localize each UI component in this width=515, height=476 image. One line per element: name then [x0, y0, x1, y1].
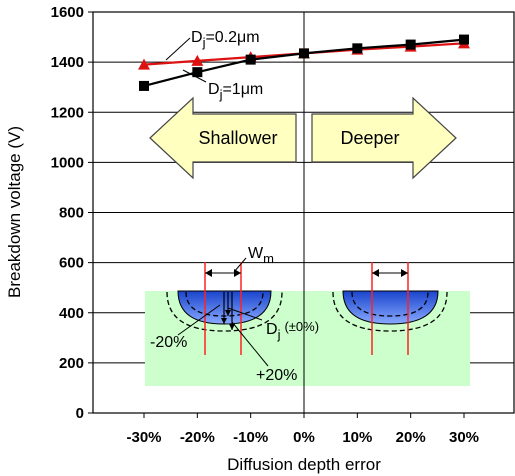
y-tick-label: 800 — [59, 205, 84, 222]
series-point-triangle — [138, 58, 150, 70]
junction-right — [332, 262, 448, 355]
x-axis-title: Diffusion depth error — [227, 455, 381, 474]
deeper-label: Deeper — [340, 128, 399, 148]
series-label-0p2-leader — [165, 37, 191, 61]
y-tick-label: 400 — [59, 305, 84, 322]
y-axis-title: Breakdown voltage (V) — [5, 126, 24, 298]
junction-left-outline-deep — [166, 291, 283, 332]
junction-right-outline-shallow — [351, 291, 429, 317]
plus20-label: +20% — [256, 367, 297, 384]
x-tick-label: 30% — [449, 429, 479, 446]
series-point-square — [139, 80, 149, 91]
series-point-square — [352, 43, 363, 54]
dj-leader — [227, 307, 263, 321]
series-label-0p2: Dj=0.2μm — [191, 29, 260, 50]
junction-left — [166, 257, 283, 367]
y-tick-label: 1000 — [51, 154, 84, 171]
series-point-square — [245, 54, 256, 65]
junction-right-outline-deep — [332, 291, 448, 332]
dj-inset-label: Dj(±0%) — [266, 319, 319, 342]
axes-layer: 0 200 400 600 800 1000 1200 1400 1600 -30% -20% -10… — [51, 4, 479, 446]
y-tick-label: 0 — [76, 405, 84, 422]
x-tick-label: 0% — [293, 429, 315, 446]
wm-label: Wm — [248, 245, 274, 266]
x-tick-label: -10% — [233, 429, 268, 446]
series-point-triangle — [191, 54, 204, 66]
y-tick-label: 1400 — [51, 54, 84, 71]
x-tick-label: -20% — [180, 429, 215, 446]
minus20-leader — [177, 304, 221, 336]
series-point-square — [459, 34, 469, 45]
y-tick-label: 600 — [59, 255, 84, 272]
series-point-square — [299, 48, 309, 59]
shallower-arrow — [149, 96, 297, 180]
y-tick-label: 200 — [59, 355, 84, 372]
junction-right-bowl — [342, 290, 439, 325]
deeper-arrow — [311, 96, 457, 180]
series-point-square — [192, 67, 203, 78]
x-tick-label: 10% — [342, 429, 372, 446]
plus20-leader — [231, 321, 269, 367]
y-tick-label: 1600 — [51, 4, 84, 21]
minus20-label: -20% — [150, 334, 187, 351]
series-label-1um-leader — [182, 69, 207, 83]
x-tick-label: 20% — [396, 429, 426, 446]
x-tick-label: -30% — [126, 429, 161, 446]
dj-arrowheads — [221, 310, 235, 330]
series-label-1um: Dj=1μm — [208, 81, 263, 102]
series-layer — [138, 34, 470, 91]
series-point-square — [405, 39, 416, 50]
shallower-label: Shallower — [198, 128, 277, 148]
y-tick-label: 1200 — [51, 104, 84, 121]
wm-leader — [233, 257, 247, 273]
